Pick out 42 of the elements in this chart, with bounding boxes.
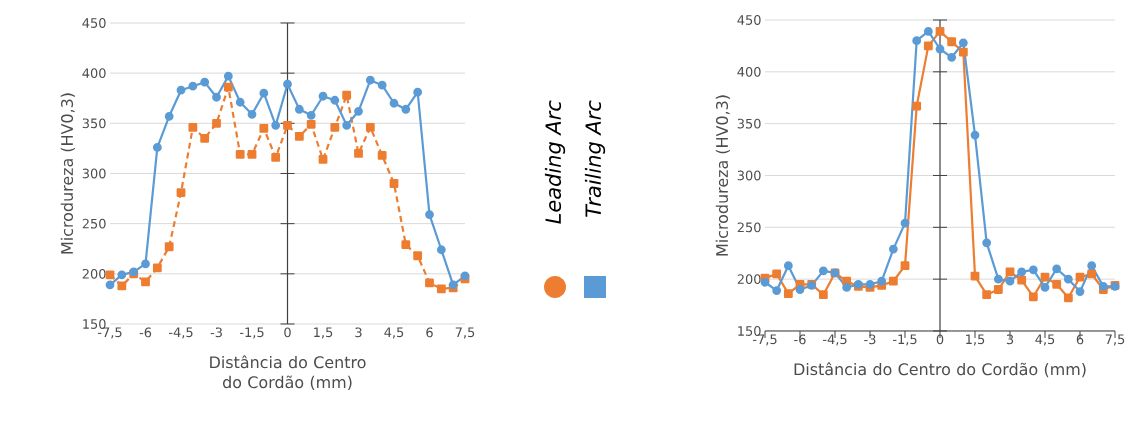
y-tick-label: 300 <box>82 168 106 179</box>
x-tick-label: 4,5 <box>384 327 404 339</box>
y-tick-label: 350 <box>82 118 106 129</box>
x-tick-label: -6 <box>139 327 152 338</box>
x-tick-label: 0 <box>936 334 944 345</box>
x-tick-label: -1,5 <box>893 334 917 346</box>
x-axis-title: Distância do Centro do Cordão (mm) <box>794 362 1086 378</box>
y-tick-label: 200 <box>82 268 106 279</box>
y-tick-label: 250 <box>737 222 761 233</box>
x-tick-label: -3 <box>210 327 222 338</box>
y-tick-label: 200 <box>737 274 761 285</box>
x-tick-label: 0 <box>284 327 291 338</box>
x-tick-label: -1,5 <box>240 327 264 339</box>
text: Trailing Arc <box>584 100 606 217</box>
text: Leading Arc <box>544 100 566 224</box>
y-tick-label: 450 <box>82 18 106 28</box>
x-tick-label: 1,5 <box>966 334 985 346</box>
x-tick-label: 3 <box>1006 334 1014 345</box>
x-tick-label: -7,5 <box>753 334 777 346</box>
y-tick-label: 250 <box>82 218 106 229</box>
y-axis-title: Microdureza (HV0,3) <box>60 93 75 254</box>
y-tick-label: 150 <box>83 319 106 329</box>
x-tick-label: 6 <box>1076 334 1084 345</box>
x-axis-title: Distância do Centro do Cordão (mm) <box>210 355 366 391</box>
y-tick-label: 150 <box>738 326 761 336</box>
y-tick-label: 400 <box>737 66 761 77</box>
x-tick-label: -4,5 <box>169 327 193 339</box>
x-tick-label: -3 <box>864 334 876 345</box>
x-tick-label: 1,5 <box>314 327 333 339</box>
x-tick-label: 3 <box>355 327 362 338</box>
y-axis-title: Microdureza (HV0,3) <box>715 95 730 256</box>
y-tick-label: 300 <box>737 170 761 181</box>
y-tick-label: 350 <box>737 118 761 129</box>
x-tick-label: -7,5 <box>98 327 122 339</box>
x-tick-label: 7,5 <box>455 327 475 339</box>
x-tick-label: 7,5 <box>1105 334 1125 346</box>
x-tick-label: -6 <box>794 334 806 345</box>
x-tick-label: 6 <box>426 327 433 338</box>
y-tick-label: 400 <box>82 68 106 79</box>
y-tick-label: 450 <box>737 15 761 25</box>
x-tick-label: 4,5 <box>1035 334 1055 346</box>
x-tick-label: -4,5 <box>823 334 847 346</box>
